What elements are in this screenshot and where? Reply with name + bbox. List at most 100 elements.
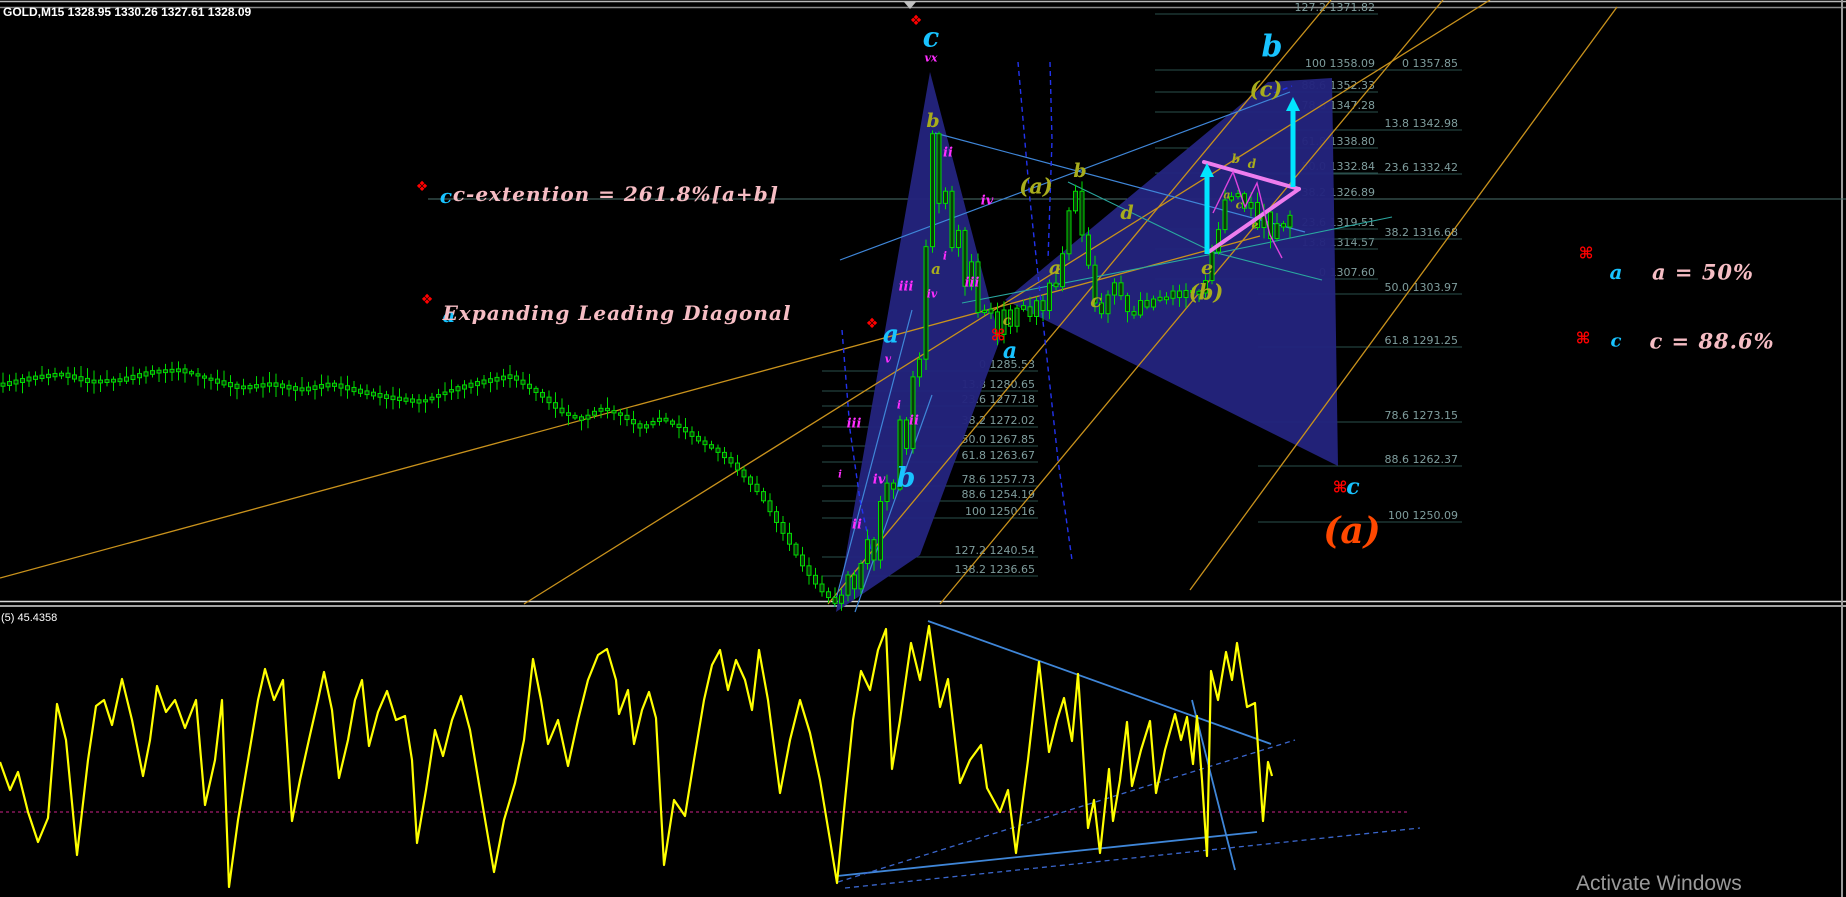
osc-trendline-2[interactable] — [836, 831, 1258, 877]
marker-c-right[interactable]: ⌘ — [1332, 477, 1348, 497]
rom-iii-3[interactable]: iii — [846, 416, 862, 432]
pennant-c[interactable]: c — [1235, 198, 1243, 212]
fib-left-lower-label-138.2: 138.2 1236.65 — [955, 563, 1035, 576]
pennant-zigzag[interactable] — [1212, 170, 1283, 259]
wave-(a)[interactable]: (a) — [1019, 173, 1053, 199]
fib-left-lower-label-0: 0 1285.53 — [979, 358, 1035, 371]
rom-iv-3[interactable]: iv — [872, 472, 886, 488]
rom-i-3[interactable]: i — [838, 469, 842, 481]
marker-c-ann[interactable]: ❖ — [415, 179, 429, 195]
dashed-curve-2[interactable] — [1047, 61, 1053, 261]
rom-iv-1[interactable]: iv — [980, 193, 994, 209]
oscillator — [0, 620, 1421, 889]
blue-trendline-2[interactable] — [839, 91, 1291, 261]
blue-trendline-3[interactable] — [833, 309, 913, 608]
gold-trendline-4[interactable] — [1189, 6, 1618, 591]
rom-iv-2[interactable]: iv — [926, 287, 938, 301]
cyan-a-legend[interactable]: a — [1609, 260, 1623, 284]
rom-ii-2[interactable]: ii — [909, 413, 919, 429]
cyan-a-ann[interactable]: a — [442, 303, 456, 327]
teal-trendline-4[interactable] — [1212, 216, 1393, 255]
blue-trendline-4[interactable] — [854, 394, 933, 613]
wave-(c)[interactable]: (c) — [1249, 76, 1283, 102]
rom-ii-3[interactable]: ii — [852, 517, 862, 533]
rom-vx[interactable]: vx — [924, 51, 938, 65]
rom-v[interactable]: v — [884, 352, 892, 366]
oscillator-line[interactable] — [0, 624, 1274, 889]
big-b-top-right[interactable]: b — [1261, 29, 1283, 65]
rom-iii-1[interactable]: iii — [898, 279, 914, 295]
note-diagonal[interactable]: Expanding Leading Diagonal — [442, 301, 792, 325]
wave-a-inner[interactable]: a — [931, 260, 941, 278]
rom-i-1[interactable]: i — [942, 249, 948, 263]
pennant-a[interactable]: a — [1223, 188, 1231, 202]
marker-a-ann[interactable]: ❖ — [420, 292, 434, 308]
marker-legend-c[interactable]: ⌘ — [1575, 328, 1591, 348]
cyan-c-legend[interactable]: c — [1610, 330, 1622, 352]
symbol-ohlc-readout: GOLD,M15 1328.95 1330.26 1327.61 1328.09 — [3, 5, 252, 19]
pennant-e[interactable]: e — [1251, 218, 1259, 232]
fib-far-right-label-100: 100 1250.09 — [1388, 509, 1458, 522]
gold-trendline-1[interactable] — [827, 0, 1332, 605]
wave-c-small[interactable]: c — [1002, 313, 1012, 329]
fib-far-right-label-23.6: 23.6 1332.42 — [1385, 161, 1458, 174]
note-c-886[interactable]: c = 88.6% — [1649, 328, 1775, 354]
fib-left-lower-label-100: 100 1250.16 — [965, 505, 1035, 518]
fib-far-right-label-88.6: 88.6 1262.37 — [1385, 453, 1458, 466]
wave-c-mid[interactable]: c — [1090, 290, 1102, 312]
marker-top[interactable]: ❖ — [909, 13, 923, 29]
pennant-d[interactable]: d — [1247, 157, 1257, 171]
dashed-curve-1[interactable] — [1017, 61, 1073, 561]
wave-b-apex[interactable]: b — [926, 110, 940, 132]
osc-trendline-3[interactable] — [1191, 699, 1236, 871]
osc-dashed-trendline-1[interactable] — [837, 739, 1296, 883]
rom-ii-1[interactable]: ii — [943, 145, 953, 161]
big-a-mid[interactable]: a — [1002, 338, 1018, 364]
pennant-line-1[interactable] — [1202, 160, 1301, 191]
teal-trendline-3[interactable] — [1212, 251, 1323, 281]
wave-e[interactable]: e — [1200, 257, 1214, 279]
marker-a-mid[interactable]: ⌘ — [990, 325, 1006, 345]
osc-dashed-trendline-2[interactable] — [844, 827, 1421, 889]
pennant-line-2[interactable] — [1208, 187, 1301, 253]
gold-trendline-5[interactable] — [0, 235, 1261, 579]
rom-i-2[interactable]: i — [896, 398, 902, 412]
wave-a-mid[interactable]: a — [1048, 257, 1062, 279]
teal-trendline-2[interactable] — [961, 253, 1214, 304]
marker-a-left[interactable]: ❖ — [865, 316, 879, 332]
osc-trendline-1[interactable] — [927, 620, 1272, 745]
cyan-up-arrow-1[interactable] — [1200, 163, 1214, 254]
wave-(b)[interactable]: (b) — [1188, 279, 1224, 305]
marker-legend-a[interactable]: ⌘ — [1578, 243, 1594, 263]
note-a-50[interactable]: a = 50% — [1651, 259, 1755, 285]
big-b-low[interactable]: b — [896, 462, 916, 494]
pennant-b[interactable]: b — [1231, 152, 1241, 166]
orange-(a)[interactable]: (a) — [1323, 510, 1381, 552]
elliott-shapes — [836, 72, 1338, 612]
gold-trendline-2[interactable] — [939, 0, 1444, 605]
big-a-left[interactable]: a — [882, 319, 900, 349]
fib-left-lower-label-88.6: 88.6 1254.19 — [962, 488, 1035, 501]
fib-far-right-label-61.8: 61.8 1291.25 — [1385, 334, 1458, 347]
teal-trendline-1[interactable] — [1067, 181, 1214, 253]
fib-far-right-label-50.0: 50.0 1303.97 — [1385, 281, 1458, 294]
activate-windows-watermark: Activate Windows — [1576, 872, 1742, 895]
gold-trendline-3[interactable] — [523, 0, 1491, 605]
blue-trendline-1[interactable] — [934, 132, 1306, 233]
dashed-curve-4[interactable] — [1265, 85, 1293, 97]
scroll-marker-icon — [904, 2, 916, 9]
dashed-curve-3[interactable] — [841, 329, 873, 556]
note-c-extension[interactable]: c-extention = 261.8%[a+b] — [452, 182, 780, 206]
wave-d[interactable]: d — [1120, 202, 1134, 224]
big-c-top[interactable]: c — [922, 22, 940, 54]
navy-wave-shape-1[interactable] — [836, 72, 1000, 612]
rom-iii-2[interactable]: iii — [964, 275, 980, 291]
cyan-up-arrow-2[interactable] — [1286, 97, 1300, 187]
wave-b-mid[interactable]: b — [1073, 160, 1087, 182]
cyan-c-ann[interactable]: c — [439, 184, 453, 208]
cyan-c-right[interactable]: c — [1346, 474, 1360, 500]
